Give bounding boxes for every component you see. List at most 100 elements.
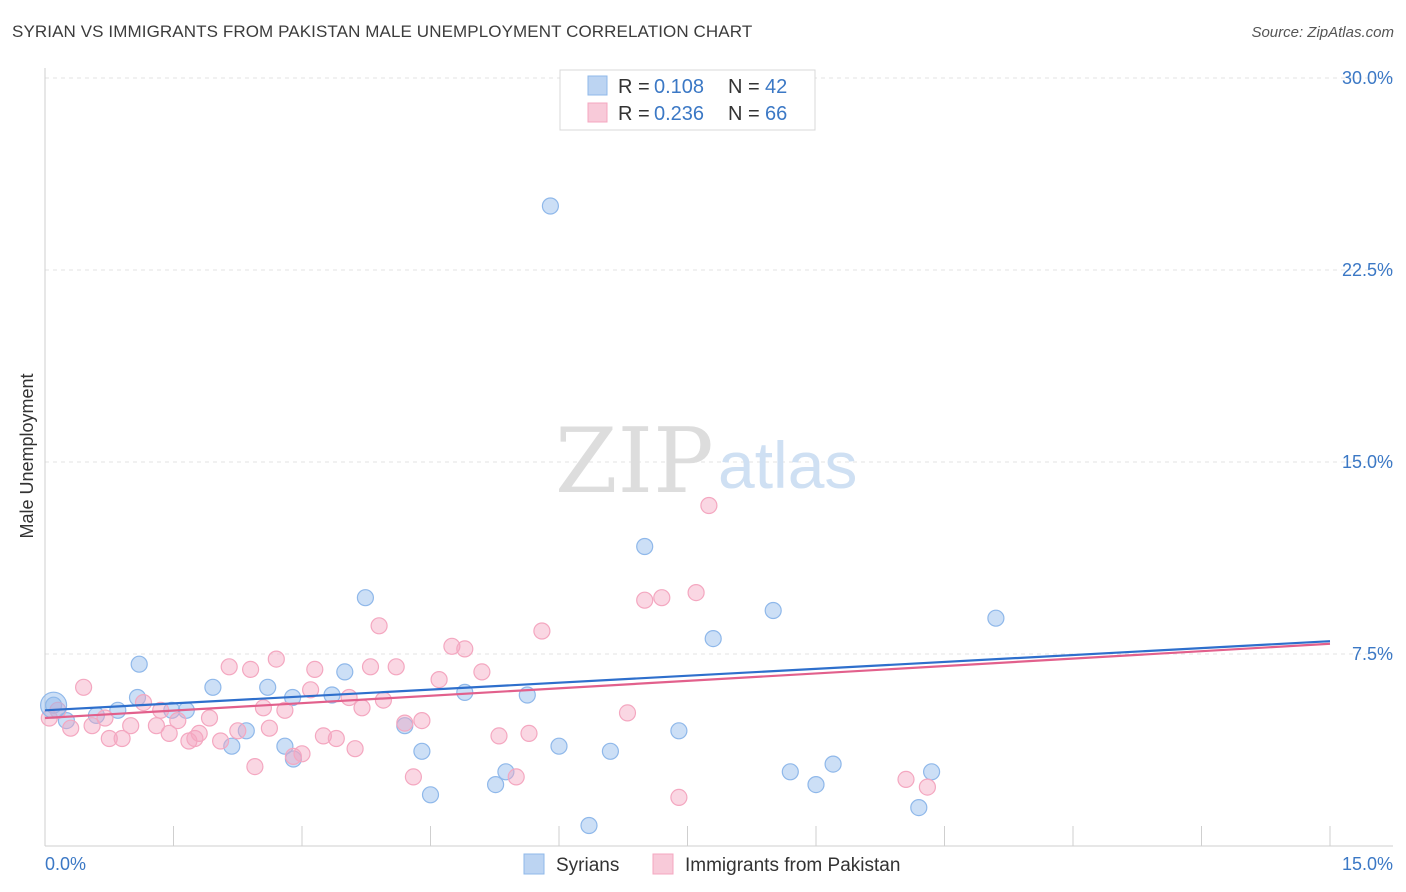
data-point	[533, 622, 551, 640]
data-point	[276, 701, 294, 719]
data-point	[259, 678, 277, 696]
data-point	[96, 709, 114, 727]
data-point	[443, 637, 461, 655]
data-point	[254, 699, 272, 717]
data-point	[541, 197, 560, 215]
data-point	[361, 658, 380, 676]
data-point	[456, 640, 474, 658]
data-point	[473, 663, 491, 681]
legend-swatch-pakistan	[587, 102, 608, 123]
source-label: Source: ZipAtlas.com	[1251, 24, 1394, 41]
y-tick-label: 15.0%	[1342, 452, 1393, 472]
data-point	[824, 755, 842, 773]
data-point	[340, 688, 358, 707]
data-point	[670, 722, 688, 740]
data-point	[336, 663, 354, 681]
data-point	[356, 589, 374, 607]
bottom-legend-label-syrians: Syrians	[556, 855, 619, 876]
data-point	[374, 691, 392, 709]
data-point	[113, 729, 131, 748]
data-point	[700, 496, 718, 515]
data-point	[74, 678, 93, 696]
trend-line	[44, 642, 1331, 720]
data-point	[242, 660, 260, 679]
legend-r-label-2: R =	[618, 103, 650, 125]
data-point	[430, 670, 448, 689]
data-point	[83, 717, 101, 735]
data-point	[306, 660, 324, 679]
data-point	[580, 816, 598, 835]
data-point	[507, 768, 525, 786]
chart-title: SYRIAN VS IMMIGRANTS FROM PAKISTAN MALE …	[12, 22, 753, 41]
data-point	[396, 714, 414, 732]
data-point	[39, 691, 68, 719]
data-point	[897, 770, 915, 789]
bottom-legend-swatch-syrians	[523, 853, 545, 875]
data-point	[497, 763, 515, 781]
data-point	[327, 729, 345, 748]
legend-swatch-syrians	[587, 75, 608, 96]
data-point	[413, 711, 431, 730]
bottom-legend: Syrians Immigrants from Pakistan	[523, 853, 900, 876]
data-point	[404, 768, 422, 786]
data-point	[229, 722, 247, 740]
data-point	[212, 732, 230, 750]
bottom-legend-label-pakistan: Immigrants from Pakistan	[685, 855, 900, 876]
bottom-legend-swatch-pakistan	[652, 853, 674, 875]
data-point	[267, 650, 285, 668]
data-point	[223, 737, 241, 755]
data-point	[169, 711, 187, 730]
data-point	[346, 740, 364, 758]
data-point	[293, 745, 311, 763]
data-point	[918, 778, 937, 796]
axes	[44, 68, 1393, 847]
data-point	[190, 724, 208, 743]
data-point	[220, 658, 238, 676]
trend-line	[44, 640, 1331, 712]
data-point	[100, 729, 118, 748]
data-point	[687, 583, 705, 602]
legend: R = 0.108 N = 42 R = 0.236 N = 66	[559, 69, 816, 131]
watermark-zip: ZIP	[555, 409, 714, 514]
data-point	[421, 786, 440, 804]
data-point	[670, 788, 688, 807]
data-point	[487, 775, 505, 794]
data-point	[550, 737, 568, 755]
x-tick-label: 0.0%	[45, 854, 86, 874]
legend-r-value-1: 0.108	[654, 76, 704, 98]
y-axis-title: Male Unemployment	[17, 373, 37, 538]
data-point	[260, 719, 278, 737]
data-point	[636, 537, 654, 556]
data-point	[601, 742, 620, 760]
data-point	[781, 763, 799, 781]
x-tick-label: 15.0%	[1342, 854, 1393, 874]
legend-r-label-1: R =	[618, 76, 650, 98]
data-point	[922, 763, 941, 781]
data-point	[246, 757, 264, 776]
legend-n-value-2: 66	[765, 103, 787, 125]
legend-r-value-2: 0.236	[654, 103, 704, 125]
legend-n-value-1: 42	[765, 76, 787, 98]
data-point	[62, 719, 80, 737]
data-point	[370, 617, 388, 635]
y-tick-label: 7.5%	[1352, 644, 1393, 664]
data-point	[807, 775, 825, 794]
data-point	[618, 704, 637, 722]
data-point	[160, 724, 178, 743]
data-point	[413, 742, 431, 760]
data-point	[764, 601, 782, 620]
data-point	[130, 655, 148, 673]
y-tick-label: 22.5%	[1342, 260, 1393, 280]
data-point	[704, 629, 722, 648]
data-point	[653, 589, 671, 607]
data-point	[200, 709, 219, 727]
grid-lines	[45, 77, 1393, 655]
data-point	[134, 693, 153, 712]
data-point	[910, 798, 928, 817]
legend-n-label-1: N =	[728, 76, 760, 98]
y-tick-labels: 7.5% 15.0% 22.5% 30.0%	[1342, 68, 1393, 664]
data-point	[204, 678, 222, 696]
data-point	[302, 681, 320, 699]
data-point	[122, 717, 140, 735]
